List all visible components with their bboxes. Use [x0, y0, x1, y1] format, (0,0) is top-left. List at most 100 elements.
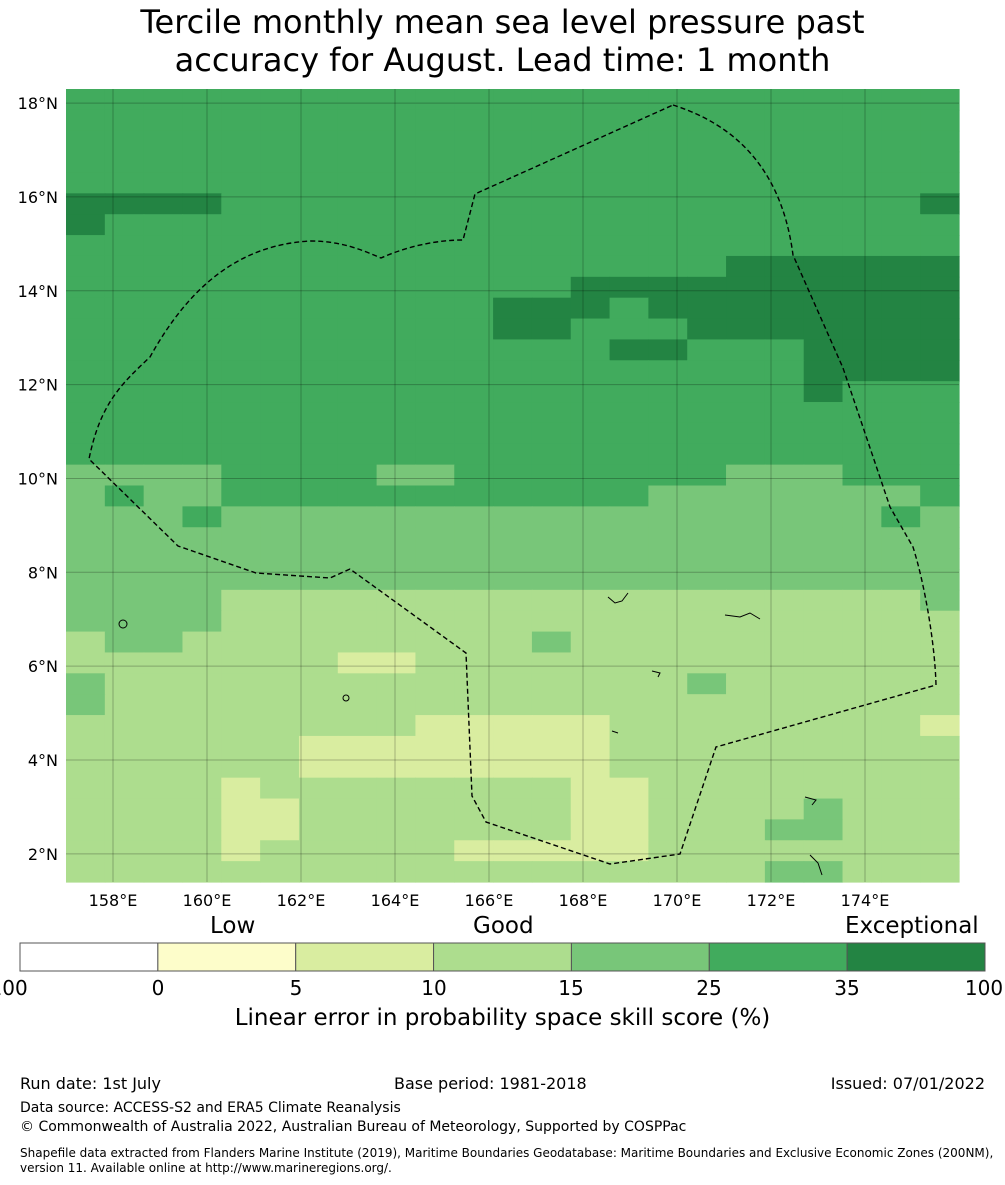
skill-cell — [104, 89, 145, 111]
skill-cell — [221, 130, 261, 153]
skill-cell — [454, 589, 494, 612]
run-date: Run date: 1st July — [20, 1074, 161, 1093]
skill-cell — [182, 235, 222, 257]
skill-cell — [531, 402, 572, 424]
skill-cell — [764, 777, 805, 800]
skill-cell — [221, 255, 261, 278]
skill-cell — [881, 235, 921, 257]
skill-cell — [726, 443, 766, 466]
skill-cell — [609, 715, 649, 737]
skill-cell — [609, 130, 649, 153]
skill-cell — [881, 422, 921, 445]
skill-cell — [570, 360, 611, 382]
skill-cell — [726, 464, 766, 487]
skill-cell — [764, 339, 805, 361]
skill-cell — [221, 109, 261, 132]
skill-cell — [337, 381, 378, 403]
skill-cell — [182, 422, 222, 445]
skill-cell — [415, 214, 455, 236]
skill-cell — [570, 568, 611, 591]
skill-cell — [376, 485, 417, 507]
skill-cell — [764, 130, 805, 153]
skill-cell — [648, 694, 688, 716]
skill-cell — [143, 464, 184, 487]
skill-cell — [687, 735, 727, 758]
skill-cell — [726, 694, 766, 716]
skill-cell — [609, 443, 649, 466]
colorbar-block — [19, 942, 159, 972]
skill-cell — [182, 777, 222, 800]
skill-cell — [493, 506, 533, 528]
skill-cell — [687, 130, 727, 153]
skill-cell — [842, 777, 882, 800]
skill-cell — [143, 819, 184, 841]
skill-cell — [415, 255, 455, 278]
skill-cell — [454, 631, 494, 654]
skill-cell — [415, 339, 455, 361]
skill-cell — [337, 151, 378, 174]
skill-cell — [376, 360, 417, 382]
skill-cell — [454, 735, 494, 758]
skill-cell — [298, 255, 339, 278]
skill-cell — [298, 756, 339, 779]
skill-cell — [337, 589, 378, 612]
skill-cell — [454, 568, 494, 591]
skill-cell — [337, 193, 378, 215]
skill-cell — [337, 735, 378, 758]
skill-cell — [493, 360, 533, 382]
skill-cell — [298, 422, 339, 445]
skill-cell — [726, 673, 766, 695]
skill-cell — [881, 652, 921, 674]
skill-cell — [531, 819, 572, 841]
skill-cell — [803, 464, 844, 487]
skill-cell — [920, 464, 960, 487]
skill-cell — [687, 610, 727, 633]
skill-cell — [570, 756, 611, 779]
skill-cell — [842, 798, 882, 820]
skill-cell — [687, 548, 727, 570]
skill-cell — [493, 756, 533, 779]
skill-cell — [454, 694, 494, 716]
skill-cell — [260, 840, 300, 862]
skill-cell — [881, 402, 921, 424]
skill-cell — [66, 402, 106, 424]
skill-cell — [687, 235, 727, 257]
skill-cell — [221, 339, 261, 361]
skill-cell — [454, 673, 494, 695]
skill-cell — [648, 631, 688, 654]
skill-cell — [648, 339, 688, 361]
data-source: Data source: ACCESS-S2 and ERA5 Climate … — [20, 1100, 401, 1116]
skill-cell — [726, 89, 766, 111]
skill-cell — [609, 235, 649, 257]
skill-cell — [66, 631, 106, 654]
skill-cell — [337, 527, 378, 549]
skill-cell — [920, 318, 960, 341]
skill-cell — [104, 151, 145, 174]
skill-cell — [803, 443, 844, 466]
skill-cell — [143, 214, 184, 236]
skill-cell — [376, 255, 417, 278]
skill-cell — [803, 193, 844, 215]
skill-cell — [415, 631, 455, 654]
lat-label: 2°N — [28, 845, 58, 864]
skill-cell — [920, 819, 960, 841]
skill-cell — [337, 777, 378, 800]
skill-cell — [454, 443, 494, 466]
skill-cell — [376, 673, 417, 695]
skill-cell — [493, 610, 533, 633]
skill-cell — [66, 861, 106, 883]
skill-cell — [842, 276, 882, 299]
skill-cell — [415, 777, 455, 800]
eez-boundary — [88, 104, 937, 865]
skill-cell — [842, 89, 882, 111]
skill-cell — [337, 506, 378, 528]
skill-cell — [454, 506, 494, 528]
skill-cell — [764, 840, 805, 862]
skill-cell — [66, 610, 106, 633]
skill-cell — [648, 819, 688, 841]
lon-label: 168°E — [559, 891, 608, 910]
skill-cell — [415, 652, 455, 674]
skill-cell — [920, 297, 960, 320]
island-marker — [607, 592, 629, 604]
skill-cell — [337, 130, 378, 153]
